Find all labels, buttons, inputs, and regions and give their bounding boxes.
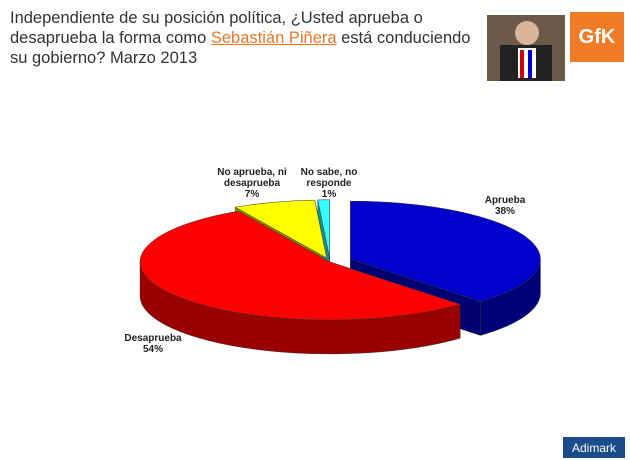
slice <box>139 210 461 321</box>
category: No aprueba, ni desaprueba <box>217 167 287 189</box>
category: No sabe, no responde <box>300 167 358 189</box>
title-text: está conduciendo su gobierno? Marzo 2013 <box>10 29 471 67</box>
value-label: 1% <box>321 189 337 200</box>
chart-title: Independiente de su posición política, ¿… <box>10 8 482 68</box>
slice-label: No sabe, no responde 1% <box>296 167 362 200</box>
title-link[interactable]: Sebastián Piñera <box>210 29 337 47</box>
value-label: 38% <box>494 206 515 217</box>
value-label: 54% <box>142 344 163 355</box>
category: Desaprueba <box>124 333 182 344</box>
title-text: Independiente de su posición política, ¿… <box>10 9 423 47</box>
category: Aprueba <box>484 195 526 206</box>
value-label: 7% <box>244 189 260 200</box>
gfk-logo: GfK <box>570 12 624 62</box>
slice <box>234 199 328 259</box>
slice <box>350 200 541 302</box>
slice-label: Aprueba 38% <box>480 195 530 217</box>
adimark-logo: Adimark <box>563 437 625 458</box>
slice-label: No aprueba, ni desaprueba 7% <box>212 167 292 200</box>
photo <box>487 15 565 81</box>
slice <box>317 199 330 258</box>
slice-label: Desaprueba 54% <box>118 333 188 355</box>
